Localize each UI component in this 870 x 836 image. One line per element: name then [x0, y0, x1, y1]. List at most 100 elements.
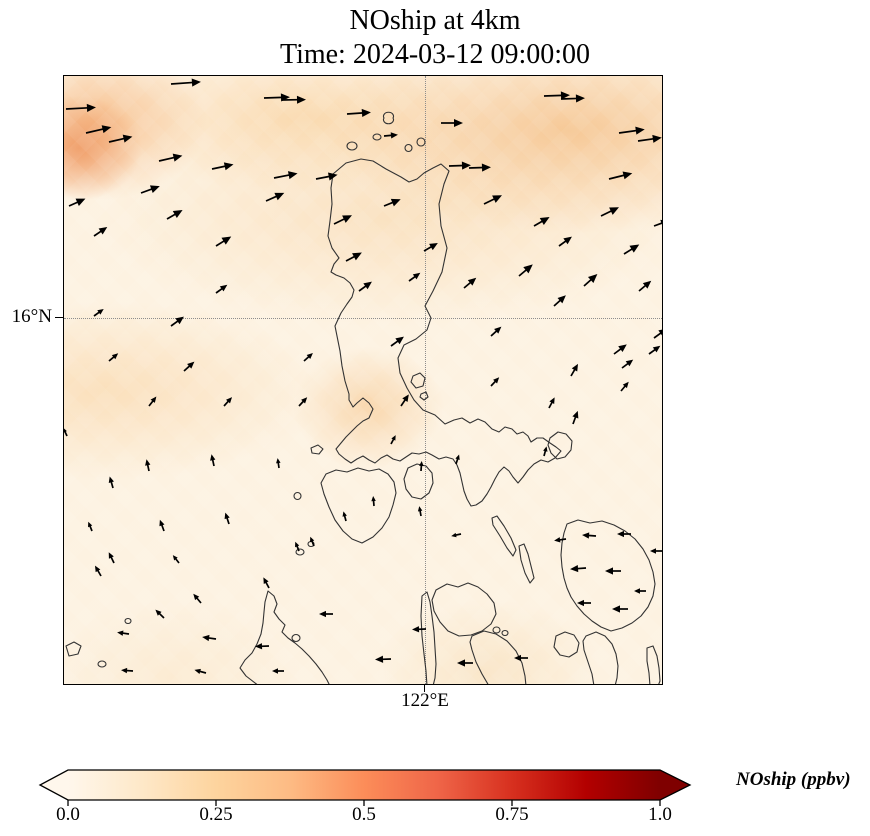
- wind-arrow: [148, 396, 157, 407]
- wind-arrow: [158, 153, 183, 162]
- wind-arrow: [621, 359, 634, 369]
- coastline-luzon: [327, 158, 562, 507]
- wind-arrow: [255, 643, 270, 650]
- wind-arrow: [303, 352, 313, 362]
- wind-arrow: [448, 161, 471, 170]
- y-axis-tick-label: 16°N: [11, 306, 52, 327]
- wind-arrow: [202, 634, 217, 642]
- colorbar-tickmarks: [67, 800, 661, 806]
- wind-arrow: [346, 108, 371, 117]
- wind-arrow: [457, 659, 473, 667]
- wind-arrow: [65, 103, 96, 112]
- coastline-burias-ticao: [491, 515, 535, 584]
- wind-arrow: [408, 272, 421, 282]
- wind-arrow: [342, 511, 347, 522]
- wind-arrow: [193, 593, 202, 604]
- wind-arrow: [183, 361, 195, 372]
- coastline-babuyan-islets: [346, 111, 426, 153]
- wind-arrow: [210, 454, 216, 467]
- plot-title: NOship at 4km Time: 2024-03-12 09:00:00: [0, 4, 870, 72]
- wind-arrow: [345, 252, 362, 262]
- wind-arrow: [605, 567, 621, 575]
- wind-arrow: [390, 435, 396, 445]
- coastline-samar: [560, 519, 656, 632]
- wind-arrow: [68, 198, 86, 207]
- wind-arrow: [560, 94, 585, 103]
- x-axis-tick-label: 122°E: [401, 690, 449, 711]
- wind-arrow: [617, 530, 631, 538]
- coastline-masbate: [431, 582, 497, 637]
- wind-arrow: [468, 163, 491, 172]
- wind-arrow: [558, 236, 572, 247]
- wind-arrow: [263, 577, 270, 589]
- map-panel: [63, 75, 663, 685]
- wind-arrow: [281, 95, 306, 104]
- wind-arrow: [483, 195, 502, 205]
- wind-arrow: [634, 588, 646, 594]
- coastline-romblon-group: [420, 591, 580, 684]
- wind-arrow: [441, 118, 463, 128]
- wind-arrow: [298, 397, 308, 407]
- colorbar-label: NOship (ppbv): [736, 769, 851, 790]
- wind-arrow: [358, 281, 372, 292]
- wind-arrow: [514, 654, 528, 662]
- wind-arrow: [170, 78, 201, 87]
- longitude-gridline-122E: [425, 76, 426, 684]
- wind-arrow: [582, 532, 597, 539]
- wind-arrow: [272, 668, 284, 674]
- wind-arrow: [159, 519, 165, 532]
- wind-quiver-svg: [64, 78, 662, 675]
- title-line-1: NOship at 4km: [349, 5, 521, 36]
- wind-arrow: [211, 162, 234, 171]
- wind-arrow: [570, 564, 587, 573]
- wind-arrow: [194, 668, 207, 675]
- wind-arrow: [400, 394, 409, 407]
- wind-arrow: [618, 126, 645, 135]
- wind-arrow: [623, 244, 640, 255]
- wind-arrow: [653, 329, 662, 339]
- wind-arrow: [333, 215, 352, 225]
- wind-arrow: [650, 548, 662, 554]
- wind-arrow: [518, 264, 533, 277]
- wind-arrow: [637, 134, 662, 143]
- wind-arrow: [310, 536, 315, 547]
- coastline-svg: [65, 111, 661, 684]
- wind-arrow: [172, 555, 180, 564]
- wind-arrow: [315, 172, 338, 181]
- wind-arrow: [64, 428, 68, 437]
- wind-arrow: [319, 610, 333, 618]
- coastline-lubang: [293, 444, 324, 501]
- wind-arrow: [166, 210, 183, 220]
- wind-arrow: [170, 316, 184, 327]
- coastline-busuanga: [239, 590, 330, 684]
- wind-arrow: [371, 496, 376, 507]
- wind-arrow: [155, 609, 165, 619]
- wind-arrow: [108, 353, 119, 362]
- wind-arrow: [215, 236, 232, 247]
- wind-arrow: [612, 605, 628, 613]
- wind-arrow: [140, 185, 160, 194]
- wind-arrow: [108, 476, 114, 489]
- colorbar: [38, 769, 692, 806]
- wind-arrow: [419, 461, 424, 472]
- wind-arrow: [224, 512, 230, 525]
- wind-arrow: [383, 198, 401, 207]
- coastline-catanduanes: [547, 431, 573, 460]
- wind-arrow: [490, 326, 502, 337]
- wind-arrow: [223, 397, 233, 407]
- wind-arrow: [648, 345, 661, 355]
- wind-arrow: [608, 171, 633, 180]
- wind-arrow: [572, 410, 579, 425]
- wind-arrow: [85, 125, 112, 134]
- title-line-2: Time: 2024-03-12 09:00:00: [279, 39, 591, 70]
- wind-arrow: [390, 336, 404, 347]
- wind-arrow: [638, 280, 652, 292]
- wind-arrow: [455, 454, 460, 465]
- wind-arrow: [577, 599, 591, 607]
- wind-arrow: [93, 227, 108, 237]
- wind-arrow: [543, 91, 570, 100]
- wind-arrow: [463, 277, 477, 289]
- coastline-panay: [469, 630, 527, 684]
- wind-arrow: [543, 446, 548, 457]
- wind-arrow: [570, 363, 578, 377]
